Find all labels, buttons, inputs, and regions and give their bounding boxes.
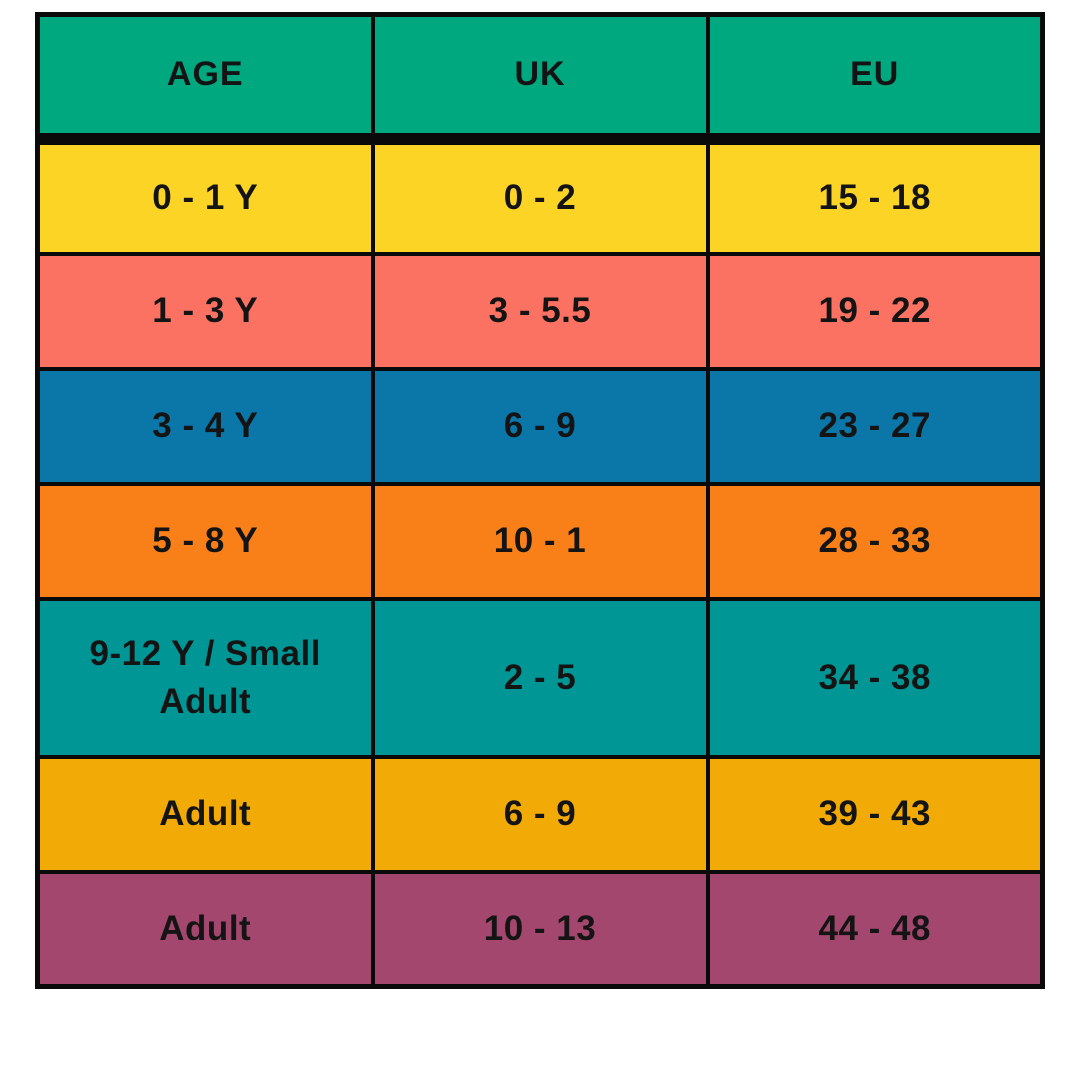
header-row: AGE UK EU [35, 12, 1045, 145]
eu-cell: 23 - 27 [705, 366, 1045, 486]
header-cell-age: AGE [35, 12, 375, 145]
age-cell: 3 - 4 Y [35, 366, 375, 486]
age-cell: 0 - 1 Y [35, 136, 375, 256]
table-row: 1 - 3 Y 3 - 5.5 19 - 22 [35, 251, 1045, 371]
header-cell-uk: UK [370, 12, 710, 145]
uk-cell: 0 - 2 [370, 136, 710, 256]
uk-cell: 3 - 5.5 [370, 251, 710, 371]
eu-cell: 19 - 22 [705, 251, 1045, 371]
table-row: Adult 10 - 13 44 - 48 [35, 869, 1045, 989]
uk-cell: 10 - 13 [370, 869, 710, 989]
uk-cell: 6 - 9 [370, 366, 710, 486]
table-row: 0 - 1 Y 0 - 2 15 - 18 [35, 136, 1045, 256]
size-chart-table: AGE UK EU 0 - 1 Y 0 - 2 15 - 18 1 - 3 Y … [35, 12, 1045, 989]
header-cell-eu: EU [705, 12, 1045, 145]
table-row: 5 - 8 Y 10 - 1 28 - 33 [35, 481, 1045, 601]
eu-cell: 39 - 43 [705, 754, 1045, 874]
uk-cell: 2 - 5 [370, 596, 710, 759]
eu-cell: 44 - 48 [705, 869, 1045, 989]
eu-cell: 28 - 33 [705, 481, 1045, 601]
age-cell: Adult [35, 754, 375, 874]
uk-cell: 6 - 9 [370, 754, 710, 874]
eu-cell: 15 - 18 [705, 136, 1045, 256]
age-cell: 9-12 Y / Small Adult [35, 596, 375, 759]
age-cell: 5 - 8 Y [35, 481, 375, 601]
table-row: 9-12 Y / Small Adult 2 - 5 34 - 38 [35, 596, 1045, 759]
age-cell: Adult [35, 869, 375, 989]
uk-cell: 10 - 1 [370, 481, 710, 601]
table-row: Adult 6 - 9 39 - 43 [35, 754, 1045, 874]
age-cell: 1 - 3 Y [35, 251, 375, 371]
eu-cell: 34 - 38 [705, 596, 1045, 759]
table-row: 3 - 4 Y 6 - 9 23 - 27 [35, 366, 1045, 486]
